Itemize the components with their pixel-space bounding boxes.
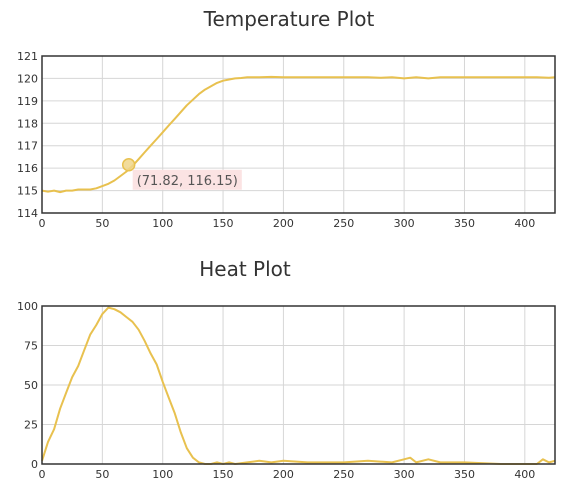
heat-plot-frame <box>41 305 556 465</box>
heat-y-tick-label: 75 <box>24 340 38 353</box>
temperature-chart-title: Temperature Plot <box>203 7 375 31</box>
heat-x-tick-label: 0 <box>39 468 46 481</box>
temperature-x-tick-label: 150 <box>213 217 234 230</box>
heat-y-tick-label: 100 <box>17 300 38 313</box>
tooltip-background <box>132 169 242 190</box>
temperature-x-tick-label: 250 <box>333 217 354 230</box>
heat-x-tick-label: 250 <box>333 468 354 481</box>
heat-x-tick-label: 50 <box>95 468 109 481</box>
heat-x-tick-label: 100 <box>152 468 173 481</box>
temperature-y-tick-label: 117 <box>17 140 38 153</box>
temperature-x-tick-label: 400 <box>514 217 535 230</box>
hover-tooltip: (71.82, 116.15) <box>121 158 242 190</box>
temperature-series-line <box>41 75 556 194</box>
heat-x-tick-label: 150 <box>213 468 234 481</box>
temperature-y-tick-label: 118 <box>17 117 38 130</box>
temperature-x-tick-label: 300 <box>394 217 415 230</box>
temperature-y-tick-label: 116 <box>17 162 38 175</box>
temperature-y-tick-label: 115 <box>17 185 38 198</box>
heat-y-tick-label: 50 <box>24 379 38 392</box>
heat-x-tick-label: 300 <box>394 468 415 481</box>
temperature-x-tick-label: 100 <box>152 217 173 230</box>
temperature-plot[interactable]: 0 50 100 150 200 250 300 350 400 114 115 116 117 118 1… <box>17 50 556 230</box>
heat-x-tick-label: 200 <box>273 468 294 481</box>
heat-plot[interactable]: 0 50 100 150 200 250 300 350 400 0 25 50 75 100 <box>17 300 556 481</box>
temperature-y-tick-label: 119 <box>17 95 38 108</box>
heat-y-tick-label: 25 <box>24 419 38 432</box>
temperature-x-tick-label: 0 <box>39 217 46 230</box>
temperature-x-tick-label: 50 <box>95 217 109 230</box>
temperature-x-tick-label: 350 <box>454 217 475 230</box>
heat-y-tick-label: 0 <box>31 458 38 471</box>
tooltip-text: (71.82, 116.15) <box>137 174 238 189</box>
temperature-x-tick-label: 200 <box>273 217 294 230</box>
temperature-y-tick-label: 114 <box>17 207 38 220</box>
temperature-plot-frame <box>41 55 556 214</box>
heat-x-tick-label: 350 <box>454 468 475 481</box>
hover-point-marker <box>121 158 136 172</box>
temperature-y-tick-label: 120 <box>17 72 38 85</box>
temperature-y-tick-label: 121 <box>17 50 38 63</box>
heat-chart-title: Heat Plot <box>199 257 291 281</box>
heat-x-tick-label: 400 <box>514 468 535 481</box>
heat-series-line <box>41 306 556 465</box>
